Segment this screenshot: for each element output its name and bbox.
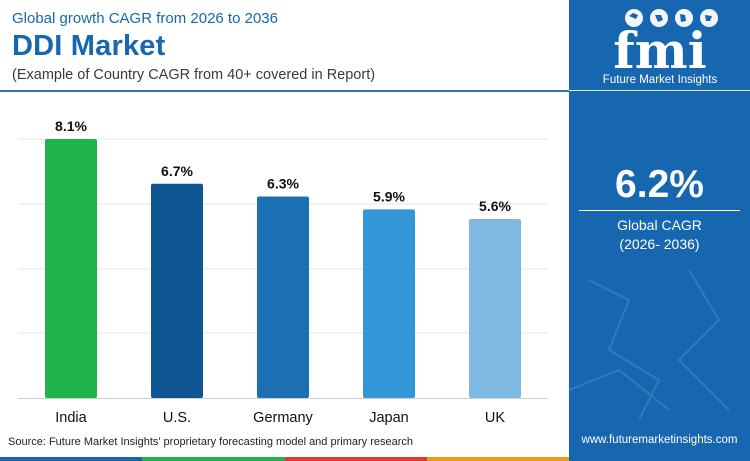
bar-chart: 8.1% India 6.7% U.S. 6.3% Germany 5.9% Japan 5.6… xyxy=(18,118,548,426)
header: Global growth CAGR from 2026 to 2036 DDI… xyxy=(0,0,569,92)
data-label: 8.1% xyxy=(55,118,87,134)
chart-supertitle: Global growth CAGR from 2026 to 2036 xyxy=(12,10,278,27)
data-label: 5.9% xyxy=(373,188,405,204)
brand-name: Future Market Insights xyxy=(602,74,718,86)
bar-japan xyxy=(363,209,415,398)
summary-sidebar: fmi Future Market Insights 6.2% Global C… xyxy=(569,0,750,461)
global-cagr-value: 6.2% xyxy=(615,163,704,206)
cagr-divider xyxy=(579,210,740,211)
global-cagr-label: Global CAGR xyxy=(617,217,702,233)
chart-subtitle: (Example of Country CAGR from 40+ covere… xyxy=(12,67,376,83)
strip-segment-3 xyxy=(284,457,427,461)
decorative-pattern xyxy=(569,269,730,421)
color-strip xyxy=(0,457,569,461)
x-tick-label: Germany xyxy=(253,410,313,426)
x-tick-label: India xyxy=(55,410,87,426)
bar-uk xyxy=(469,218,521,398)
data-label: 6.7% xyxy=(161,163,193,179)
strip-segment-2 xyxy=(142,457,285,461)
bar-germany xyxy=(257,196,309,398)
fmi-logo: fmi Future Market Insights xyxy=(589,6,731,90)
x-tick-label: UK xyxy=(485,410,505,426)
source-note: Source: Future Market Insights' propriet… xyxy=(8,436,413,448)
chart-title: DDI Market xyxy=(12,30,166,62)
logo-text: fmi xyxy=(613,21,706,72)
website-link[interactable]: www.futuremarketinsights.com xyxy=(581,434,738,446)
x-tick-label: Japan xyxy=(369,410,409,426)
bar-us xyxy=(151,183,203,398)
x-tick-label: U.S. xyxy=(163,410,191,426)
sidebar-divider xyxy=(569,90,750,91)
data-label: 5.6% xyxy=(479,198,511,214)
bar-india xyxy=(45,139,97,398)
fmi-logo-mark: fmi xyxy=(613,9,718,80)
chart-panel: Global growth CAGR from 2026 to 2036 DDI… xyxy=(0,0,569,461)
strip-segment-1 xyxy=(0,457,143,461)
global-cagr-period: (2026- 2036) xyxy=(619,236,700,252)
data-label: 6.3% xyxy=(267,176,299,192)
strip-segment-4 xyxy=(426,457,569,461)
